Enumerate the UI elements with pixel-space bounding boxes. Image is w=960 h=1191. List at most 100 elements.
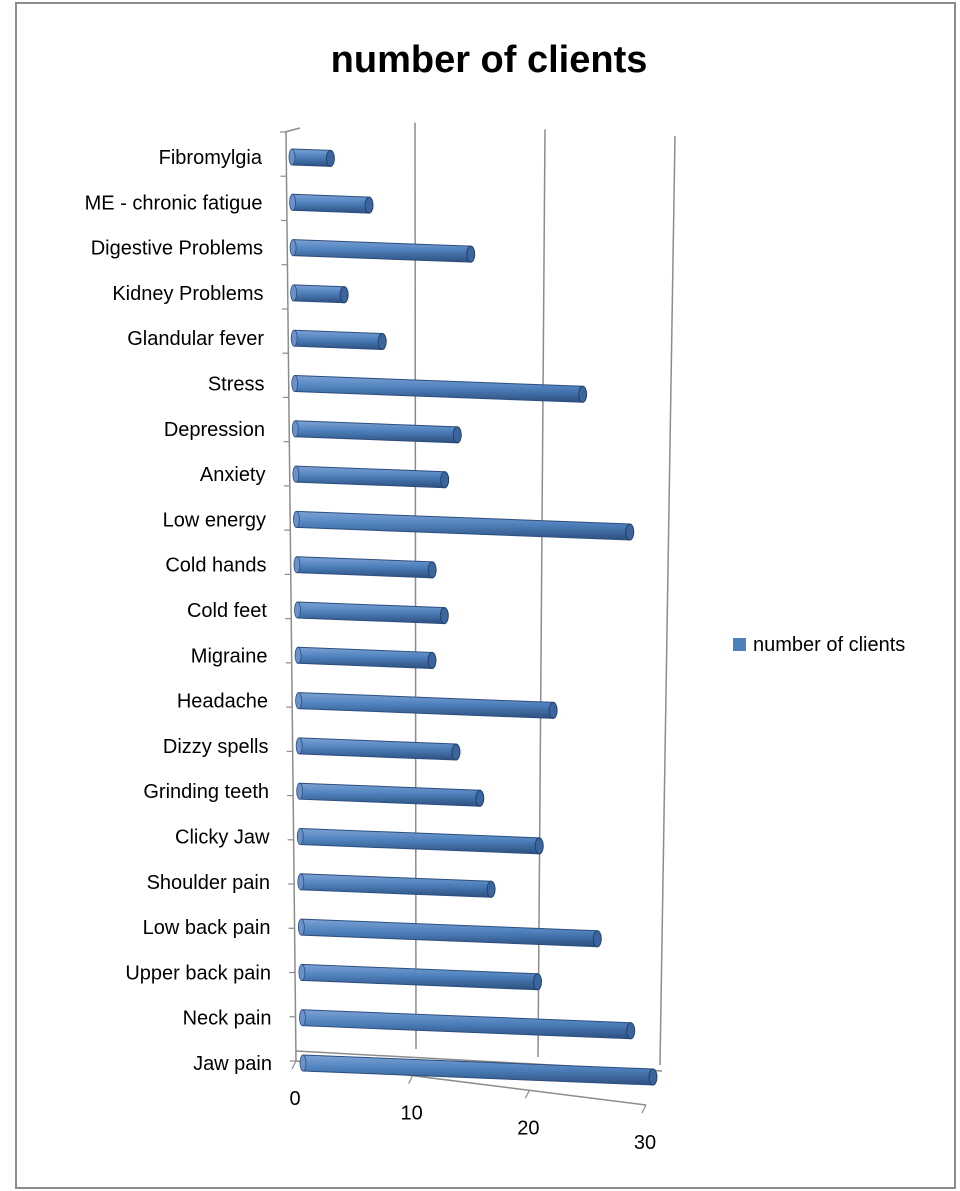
category-label: Kidney Problems xyxy=(112,283,263,305)
bar-start-cap xyxy=(296,782,304,800)
bar-start-cap xyxy=(294,646,302,664)
bar-start-cap xyxy=(291,375,299,392)
bar xyxy=(291,148,331,167)
bar-cap xyxy=(466,245,476,263)
category-label: Neck pain xyxy=(183,1008,272,1030)
category-label: Cold feet xyxy=(187,600,267,622)
bar-cap xyxy=(534,837,544,855)
bar-cap xyxy=(626,1022,636,1040)
category-label: Grinding teeth xyxy=(143,781,269,803)
bar-start-cap xyxy=(299,1054,307,1072)
bar xyxy=(300,918,598,948)
bar-start-cap xyxy=(297,918,305,936)
bar-start-cap xyxy=(298,964,306,981)
bar-start-cap xyxy=(295,692,303,709)
x-tick xyxy=(641,1104,647,1114)
y-axis-line xyxy=(285,131,297,1062)
bar-cap xyxy=(452,426,462,444)
bar xyxy=(298,692,554,719)
category-label: Low energy xyxy=(163,509,266,531)
bar-start-cap xyxy=(290,284,298,302)
bar-cap xyxy=(427,651,437,669)
bar xyxy=(293,329,383,350)
bar-cap xyxy=(377,332,387,350)
bar-start-cap xyxy=(296,828,304,845)
tick-labels: 0 10 20 30 xyxy=(289,1088,656,1154)
bar xyxy=(299,782,481,807)
bar-start-cap xyxy=(293,556,301,574)
bar-start-cap xyxy=(295,737,303,755)
bar-start-cap xyxy=(289,193,296,211)
bar-cap xyxy=(475,789,485,807)
bar-start-cap xyxy=(297,873,305,891)
bar-cap xyxy=(648,1068,658,1086)
category-label: Shoulder pain xyxy=(147,872,270,894)
bar-cap xyxy=(364,196,374,214)
chart-frame xyxy=(15,2,956,1189)
bar xyxy=(302,1054,654,1086)
category-label: Clicky Jaw xyxy=(175,827,270,849)
category-label: Migraine xyxy=(191,645,268,667)
bar-start-cap xyxy=(292,465,300,483)
category-label: Headache xyxy=(177,691,268,713)
category-label: Depression xyxy=(164,419,265,441)
category-label: Low back pain xyxy=(143,917,271,939)
bar xyxy=(297,646,433,669)
legend-label: number of clients xyxy=(753,634,905,656)
category-label: Anxiety xyxy=(200,464,266,486)
category-label: Digestive Problems xyxy=(91,238,263,260)
bar xyxy=(299,827,540,855)
x-tick xyxy=(524,1090,530,1099)
bar xyxy=(296,556,433,579)
category-label: Glandular fever xyxy=(127,328,264,350)
bar-cap xyxy=(439,607,449,625)
category-label: Upper back pain xyxy=(125,962,271,984)
bar xyxy=(297,601,445,625)
bar xyxy=(293,284,345,304)
legend: number of clients xyxy=(733,634,905,656)
category-label: Stress xyxy=(208,374,265,396)
bar-cap xyxy=(548,701,558,719)
legend-swatch xyxy=(733,638,746,651)
bar-start-cap xyxy=(291,420,299,438)
bar xyxy=(294,420,458,444)
bar-cap xyxy=(592,930,602,948)
category-label: Fibromylgia xyxy=(159,147,263,169)
x-tick-label: 30 xyxy=(634,1132,656,1154)
category-labels: Jaw pain Neck pain Upper back pain Low back… xyxy=(85,147,272,1075)
y-axis-top xyxy=(284,127,301,133)
bar-start-cap xyxy=(289,239,297,257)
bar-cap xyxy=(625,523,635,541)
axes xyxy=(280,127,663,1114)
bar-cap xyxy=(451,743,461,761)
bar-cap xyxy=(533,973,542,991)
chart-title: number of clients xyxy=(331,39,648,81)
x-tick-label: 20 xyxy=(517,1117,539,1139)
bar xyxy=(300,873,492,898)
x-tick-label: 0 xyxy=(289,1088,300,1110)
bar xyxy=(292,239,472,263)
bar-cap xyxy=(325,149,335,167)
gridlines xyxy=(414,122,676,1066)
bar-start-cap xyxy=(294,601,301,619)
x-tick xyxy=(408,1075,414,1084)
bar-cap xyxy=(339,286,349,304)
bar xyxy=(295,465,446,489)
bar-cap xyxy=(427,561,437,579)
category-label: Dizzy spells xyxy=(163,736,269,758)
x-tick-label: 10 xyxy=(401,1103,423,1125)
bars xyxy=(288,148,658,1086)
bar xyxy=(292,193,370,214)
category-label: ME - chronic fatigue xyxy=(85,192,263,214)
bar-cap xyxy=(486,880,496,898)
gridline xyxy=(414,122,417,1050)
category-label: Cold hands xyxy=(165,555,266,577)
bar xyxy=(301,1009,632,1040)
bar-start-cap xyxy=(290,329,298,347)
bar-start-cap xyxy=(292,511,300,528)
bar-start-cap xyxy=(299,1009,306,1027)
bar-cap xyxy=(578,385,588,403)
gridline xyxy=(537,129,546,1058)
category-label: Jaw pain xyxy=(193,1053,272,1075)
bar xyxy=(294,374,584,403)
